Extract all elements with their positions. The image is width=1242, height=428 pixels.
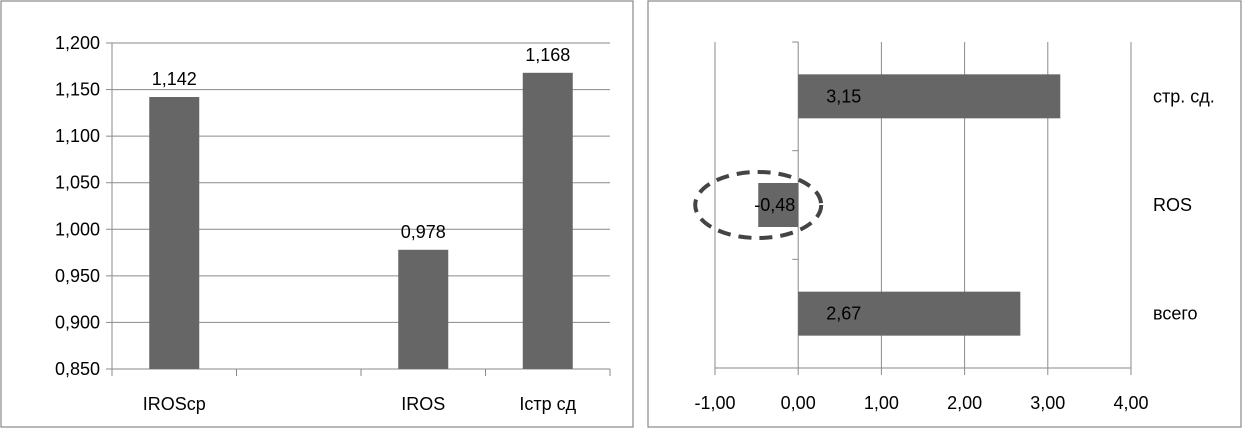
left-chart-panel: 0,850 0,900 0,950 1,000 1,050 1,100 1,150 1,200… [0,0,634,428]
highlight-ellipse [693,170,824,240]
y-tick-label: 1,150 [55,80,100,100]
x-tick-label: 0,00 [781,393,816,413]
x-tick-label: -1,00 [694,393,735,413]
bar [798,291,1021,336]
y-tick-label: 0,900 [55,312,100,332]
y-tick-label: 1,050 [55,173,100,193]
right-bar-chart: -1,00 0,00 1,00 2,00 3,00 4,00 3,15 стр. сд. -0,… [647,0,1242,428]
category-label: стр. сд. [1153,86,1215,106]
right-chart-panel: -1,00 0,00 1,00 2,00 3,00 4,00 3,15 стр. сд. -0,… [647,0,1242,428]
x-tick-label: 4,00 [1113,393,1148,413]
y-tick-label: 1,100 [55,126,100,146]
category-label: IROScp [143,394,206,414]
bar [149,97,200,369]
data-label: -0,48 [754,195,795,215]
x-tick-label: 3,00 [1030,393,1065,413]
category-label: IROS [401,394,445,414]
category-label: ROS [1153,195,1192,215]
bar [398,249,449,369]
chart-frame [647,0,1242,428]
data-label: 0,978 [401,222,446,242]
x-tick-label: 2,00 [947,393,982,413]
y-tick-label: 0,950 [55,266,100,286]
x-tick-label: 1,00 [864,393,899,413]
bar [798,74,1061,119]
bar [758,183,799,227]
data-label: 1,168 [525,45,570,65]
chart-frame [0,0,634,428]
y-tick-label: 1,000 [55,219,100,239]
data-label: 1,142 [152,69,197,89]
category-label: Icтр сд [519,394,576,414]
bar [522,72,573,369]
category-label: всего [1153,304,1198,324]
y-tick-label: 0,850 [55,359,100,379]
left-bar-chart: 0,850 0,900 0,950 1,000 1,050 1,100 1,150 1,200… [0,0,634,428]
y-tick-label: 1,200 [55,33,100,53]
data-label: 2,67 [826,304,861,324]
data-label: 3,15 [826,86,861,106]
